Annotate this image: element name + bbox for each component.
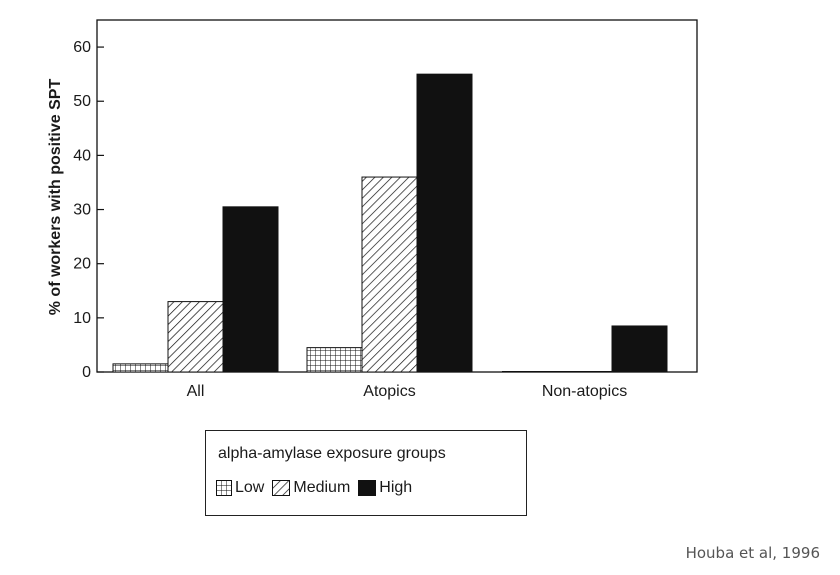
low-pattern-swatch bbox=[216, 480, 232, 496]
y-axis: 0 10 20 30 40 50 60 bbox=[73, 39, 104, 381]
y-tick-label: 10 bbox=[73, 310, 91, 327]
bar-non-atopics-high bbox=[611, 325, 668, 373]
medium-pattern-swatch bbox=[272, 480, 291, 496]
x-tick-label: All bbox=[187, 383, 205, 400]
source-note: Houba et al, 1996 bbox=[685, 544, 820, 562]
bar-all-high bbox=[222, 206, 279, 373]
bar-all-medium bbox=[167, 301, 224, 373]
y-tick-label: 30 bbox=[73, 202, 91, 219]
y-tick-label: 0 bbox=[82, 364, 91, 381]
x-tick-label: Atopics bbox=[363, 383, 415, 400]
legend-item-low: Low bbox=[216, 479, 264, 497]
high-solid-swatch bbox=[358, 480, 377, 496]
legend-title: alpha-amylase exposure groups bbox=[218, 445, 446, 462]
legend-label-low: Low bbox=[235, 479, 265, 496]
bars-group bbox=[112, 73, 668, 373]
bar-atopics-medium bbox=[361, 176, 418, 373]
legend-label-medium: Medium bbox=[293, 479, 351, 496]
y-tick-label: 20 bbox=[73, 256, 91, 273]
legend-item-medium: Medium bbox=[272, 479, 350, 497]
legend-label-high: High bbox=[379, 479, 413, 496]
legend-items: Low Medium High bbox=[216, 479, 420, 497]
bar-atopics-high bbox=[416, 73, 473, 373]
y-tick-label: 60 bbox=[73, 39, 91, 56]
legend-item-high: High bbox=[358, 479, 412, 497]
x-axis-labels: All Atopics Non-atopics bbox=[187, 383, 628, 400]
bar-atopics-low bbox=[306, 347, 363, 373]
bar-all-low bbox=[112, 363, 169, 373]
y-tick-label: 40 bbox=[73, 147, 91, 164]
legend: alpha-amylase exposure groups Low Medium… bbox=[205, 430, 527, 516]
y-axis-label: % of workers with positive SPT bbox=[47, 79, 64, 316]
y-tick-label: 50 bbox=[73, 93, 91, 110]
x-tick-label: Non-atopics bbox=[542, 383, 627, 400]
